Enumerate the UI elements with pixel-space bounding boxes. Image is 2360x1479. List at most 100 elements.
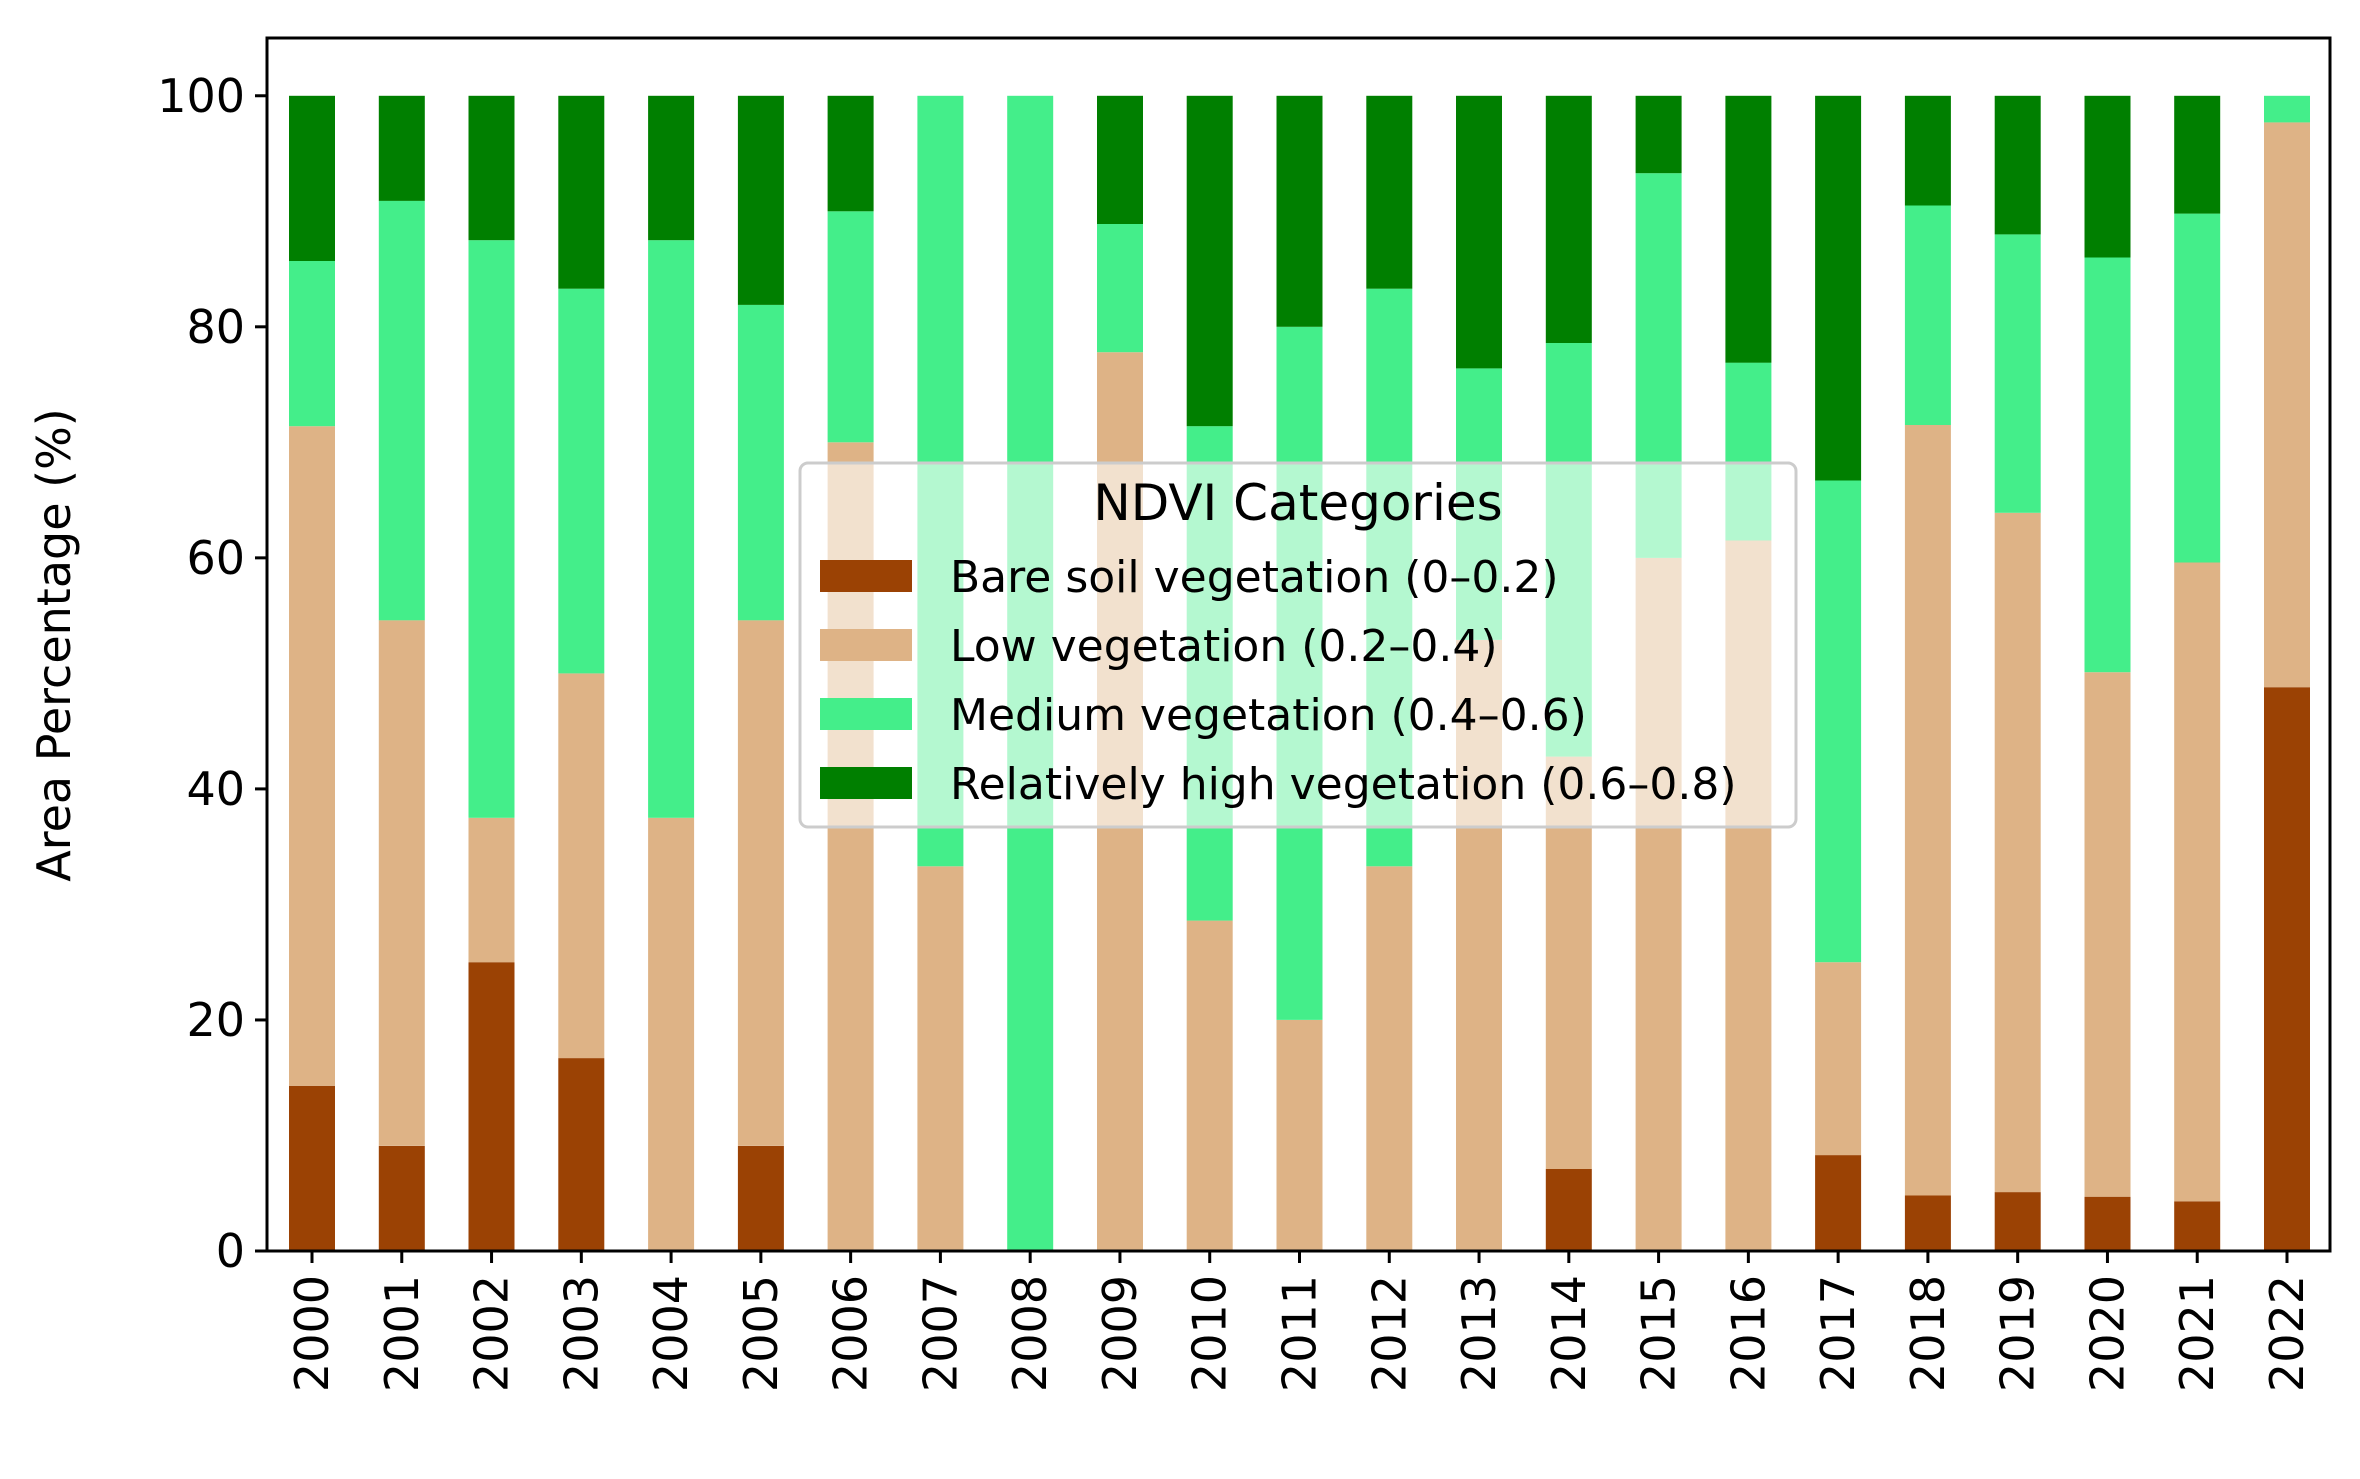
bar-2000-series-0 — [289, 1085, 335, 1251]
bar-2001-series-2 — [378, 200, 425, 621]
x-tick-label-2022: 2022 — [2260, 1275, 2314, 1392]
bar-2022-series-1 — [2264, 122, 2310, 688]
bar-2000-series-2 — [289, 261, 335, 427]
bar-2005-series-2 — [737, 304, 784, 621]
x-tick-label-2015: 2015 — [1632, 1275, 1686, 1392]
bar-2002-series-1 — [468, 817, 515, 963]
bar-2019-series-0 — [1994, 1192, 2041, 1251]
y-tick-label: 80 — [186, 300, 245, 354]
bar-2012-series-1 — [1366, 866, 1413, 1251]
legend-box — [798, 461, 1798, 829]
bar-2018-series-2 — [1904, 205, 1951, 425]
bar-2002-series-0 — [468, 962, 515, 1251]
bar-2016-series-3 — [1725, 95, 1772, 363]
x-tick-label-2001: 2001 — [375, 1275, 429, 1392]
bar-2000-series-1 — [289, 426, 335, 1086]
bar-2021-series-3 — [2174, 95, 2221, 214]
bar-2011-series-3 — [1276, 95, 1323, 327]
bar-2005-series-1 — [737, 620, 784, 1146]
x-axis: 2000 2001 2002 2003 2004 2005 2006 2007 2008 2009… — [285, 1251, 2314, 1392]
bar-2022-series-2 — [2264, 95, 2310, 123]
x-tick-label-2006: 2006 — [824, 1275, 878, 1392]
legend-swatch-0 — [820, 560, 912, 592]
bar-2018-series-3 — [1904, 95, 1951, 206]
x-tick-label-2016: 2016 — [1721, 1275, 1775, 1392]
bar-2013-series-3 — [1456, 95, 1502, 369]
x-tick-label-2007: 2007 — [913, 1275, 967, 1392]
bar-2004-series-3 — [648, 95, 695, 241]
y-axis-title: Area Percentage (%) — [27, 408, 81, 881]
bar-2021-series-0 — [2174, 1201, 2221, 1251]
x-tick-label-2012: 2012 — [1362, 1275, 1416, 1392]
bar-2010-series-1 — [1186, 920, 1233, 1251]
bar-2017-series-0 — [1815, 1155, 1862, 1251]
x-tick-label-2005: 2005 — [734, 1275, 788, 1392]
x-tick-label-2004: 2004 — [644, 1275, 698, 1392]
bar-2001-series-3 — [378, 95, 425, 201]
bar-2010-series-3 — [1186, 95, 1233, 427]
bar-2006-series-2 — [827, 211, 874, 443]
bar-2017-series-3 — [1815, 95, 1862, 481]
bar-2022-series-0 — [2264, 687, 2310, 1251]
bar-2014-series-3 — [1545, 95, 1592, 343]
y-tick-label: 60 — [186, 531, 245, 585]
bar-2012-series-3 — [1366, 95, 1413, 289]
bar-2003-series-1 — [558, 673, 605, 1059]
bar-2020-series-1 — [2084, 672, 2131, 1197]
bar-2009-series-3 — [1097, 95, 1143, 224]
x-tick-label-2021: 2021 — [2170, 1275, 2224, 1392]
legend-swatch-2 — [820, 698, 912, 730]
x-tick-label-2000: 2000 — [285, 1275, 339, 1392]
bar-2009-series-2 — [1097, 224, 1143, 353]
x-tick-label-2019: 2019 — [1991, 1275, 2045, 1392]
bar-2021-series-2 — [2174, 213, 2221, 563]
bar-2017-series-1 — [1815, 962, 1862, 1156]
bar-2003-series-0 — [558, 1058, 605, 1251]
y-tick-label: 40 — [186, 762, 245, 816]
bar-2000-series-3 — [289, 95, 335, 261]
x-tick-label-2011: 2011 — [1273, 1275, 1327, 1392]
bar-2021-series-1 — [2174, 562, 2221, 1202]
bar-2018-series-1 — [1904, 425, 1951, 1196]
bar-2004-series-1 — [648, 817, 695, 1251]
x-tick-label-2018: 2018 — [1901, 1275, 1955, 1392]
x-tick-label-2017: 2017 — [1811, 1275, 1865, 1392]
bar-2001-series-1 — [378, 620, 425, 1146]
x-tick-label-2020: 2020 — [2080, 1275, 2134, 1392]
legend-label-0: Bare soil vegetation (0–0.2) — [950, 552, 1559, 603]
bar-2003-series-2 — [558, 288, 605, 674]
bar-2007-series-1 — [917, 866, 964, 1251]
bar-2015-series-3 — [1635, 95, 1682, 174]
x-tick-label-2003: 2003 — [554, 1275, 608, 1392]
x-tick-label-2009: 2009 — [1093, 1275, 1147, 1392]
bar-2005-series-0 — [737, 1145, 784, 1251]
bar-2004-series-2 — [648, 240, 695, 818]
bar-2002-series-3 — [468, 95, 515, 241]
x-tick-label-2013: 2013 — [1452, 1275, 1506, 1392]
legend-label-2: Medium vegetation (0.4–0.6) — [950, 690, 1587, 741]
bar-2020-series-3 — [2084, 95, 2131, 258]
bar-2002-series-2 — [468, 240, 515, 818]
bar-2019-series-1 — [1994, 512, 2041, 1193]
bar-2017-series-2 — [1815, 480, 1862, 963]
x-tick-label-2002: 2002 — [465, 1275, 519, 1392]
bar-2005-series-3 — [737, 95, 784, 305]
bar-2019-series-2 — [1994, 234, 2041, 513]
legend-label-3: Relatively high vegetation (0.6–0.8) — [950, 759, 1736, 810]
legend-label-1: Low vegetation (0.2–0.4) — [950, 621, 1498, 672]
bar-2020-series-0 — [2084, 1196, 2131, 1251]
bar-2019-series-3 — [1994, 95, 2041, 235]
bar-2001-series-0 — [378, 1145, 425, 1251]
y-tick-label: 0 — [216, 1224, 245, 1278]
bar-2003-series-3 — [558, 95, 605, 289]
bar-2018-series-0 — [1904, 1195, 1951, 1251]
y-axis: 0 20 40 60 80 100 — [157, 69, 267, 1278]
legend: NDVI Categories Bare soil vegetation (0–… — [798, 461, 1798, 829]
legend-swatch-1 — [820, 629, 912, 661]
legend-title: NDVI Categories — [1093, 474, 1502, 532]
x-tick-label-2010: 2010 — [1183, 1275, 1237, 1392]
y-tick-label: 100 — [157, 69, 245, 123]
x-tick-label-2014: 2014 — [1542, 1275, 1596, 1392]
